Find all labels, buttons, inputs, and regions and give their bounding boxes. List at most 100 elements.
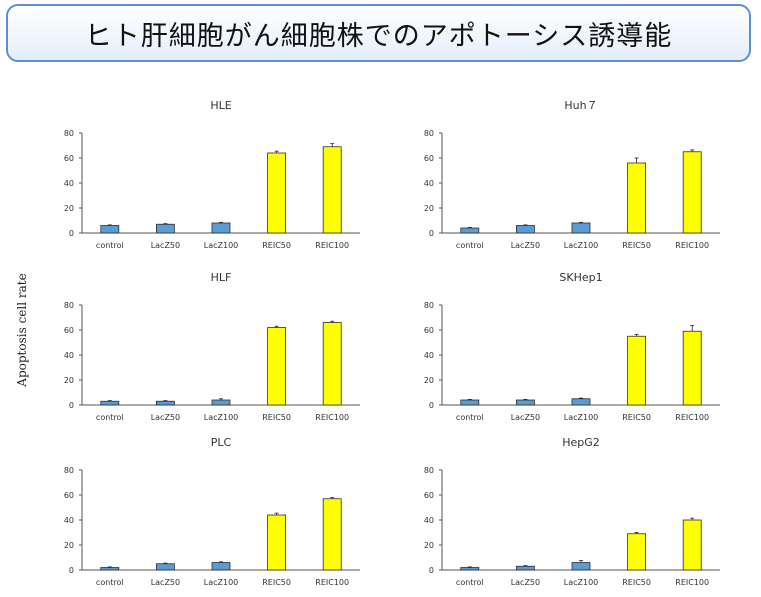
y-tick-label: 40 (64, 351, 74, 360)
x-category-label: LacZ100 (204, 578, 239, 587)
y-tick-label: 0 (69, 401, 74, 410)
chart-title: HLF (211, 271, 232, 284)
y-tick-label: 40 (64, 516, 74, 525)
y-tick-label: 80 (424, 466, 434, 475)
bar-reic50 (627, 533, 647, 571)
x-category-label: LacZ50 (151, 578, 180, 587)
x-category-label: REIC50 (622, 578, 651, 587)
x-category-label: REIC50 (262, 578, 291, 587)
x-category-label: LacZ50 (511, 578, 540, 587)
chart-hepg2: HepG2 0 20 40 60 80 control LacZ50 LacZ100 REIC50… (424, 436, 720, 587)
bar-control (460, 399, 480, 406)
x-category-label: REIC50 (262, 241, 291, 250)
bar-reic100 (322, 322, 342, 406)
bar-reic100 (682, 151, 702, 234)
y-tick-label: 80 (64, 466, 74, 475)
chart-hle: HLE 0 20 40 60 80 control LacZ50 LacZ100 REIC50 RE… (64, 99, 360, 250)
page-title: ヒト肝細胞がん細胞株でのアポトーシス誘導能 (84, 20, 673, 52)
chart-hlf: HLF 0 20 40 60 80 control LacZ50 LacZ100 REIC50 RE… (64, 271, 360, 422)
x-category-label: control (456, 578, 484, 587)
x-category-label: LacZ100 (204, 241, 239, 250)
bar-lacz50 (156, 563, 175, 571)
bar-lacz50 (156, 400, 175, 406)
chart-skhep1: SKHep1 0 20 40 60 80 control LacZ50 LacZ100 REIC5… (424, 271, 720, 422)
bar-lacz50 (156, 223, 175, 234)
bar-lacz100 (571, 398, 591, 406)
y-tick-label: 0 (429, 401, 434, 410)
x-category-label: REIC100 (315, 413, 349, 422)
y-tick-label: 60 (64, 491, 74, 500)
x-category-label: control (96, 578, 124, 587)
y-tick-label: 20 (424, 541, 434, 550)
x-category-label: LacZ50 (511, 241, 540, 250)
bar-reic50 (267, 327, 287, 406)
bar-lacz100 (571, 222, 591, 234)
y-tick-label: 0 (69, 566, 74, 575)
bar-lacz100 (211, 222, 231, 234)
bar-control (100, 567, 120, 571)
x-category-label: REIC100 (315, 578, 349, 587)
bar-lacz50 (516, 565, 535, 571)
y-tick-label: 80 (424, 301, 434, 310)
y-tick-label: 0 (429, 566, 434, 575)
bar-reic100 (322, 498, 342, 571)
y-tick-label: 60 (64, 326, 74, 335)
y-tick-label: 20 (424, 204, 434, 213)
bar-control (100, 400, 120, 406)
y-axis-label: Apoptosis cell rate (15, 273, 29, 387)
bar-reic50 (627, 335, 647, 406)
y-tick-label: 80 (64, 301, 74, 310)
y-tick-label: 40 (64, 179, 74, 188)
bar-reic100 (322, 146, 342, 234)
x-category-label: REIC50 (262, 413, 291, 422)
y-tick-label: 40 (424, 351, 434, 360)
y-tick-label: 0 (429, 229, 434, 238)
title-banner: ヒト肝細胞がん細胞株でのアポトーシス誘導能 (6, 4, 751, 62)
y-tick-label: 80 (64, 129, 74, 138)
x-category-label: control (96, 241, 124, 250)
x-category-label: REIC50 (622, 413, 651, 422)
chart-title: Huh７ (564, 99, 597, 112)
chart-plc: PLC 0 20 40 60 80 control LacZ50 LacZ100 REIC50 RE… (64, 436, 360, 587)
x-category-label: LacZ100 (564, 578, 599, 587)
x-category-label: REIC100 (675, 578, 709, 587)
x-category-label: control (96, 413, 124, 422)
chart-title: PLC (211, 436, 232, 449)
x-category-label: REIC50 (622, 241, 651, 250)
x-category-label: LacZ50 (511, 413, 540, 422)
y-tick-label: 60 (424, 491, 434, 500)
chart-huh7: Huh７ 0 20 40 60 80 control LacZ50 LacZ100 REIC50 R… (424, 99, 720, 250)
bar-reic100 (682, 330, 702, 406)
x-category-label: LacZ100 (204, 413, 239, 422)
y-tick-label: 60 (424, 326, 434, 335)
bar-control (100, 225, 120, 234)
y-tick-label: 0 (69, 229, 74, 238)
y-tick-label: 60 (64, 154, 74, 163)
bar-reic50 (267, 514, 287, 571)
bar-lacz50 (516, 399, 535, 406)
y-tick-label: 20 (64, 376, 74, 385)
y-tick-label: 20 (64, 204, 74, 213)
bar-reic100 (682, 519, 702, 571)
y-tick-label: 80 (424, 129, 434, 138)
bar-lacz100 (211, 399, 231, 406)
bar-control (460, 567, 480, 571)
y-tick-label: 40 (424, 179, 434, 188)
x-category-label: LacZ100 (564, 413, 599, 422)
bar-lacz50 (516, 225, 535, 234)
x-category-label: LacZ50 (151, 241, 180, 250)
x-category-label: LacZ50 (151, 413, 180, 422)
bar-lacz100 (571, 562, 591, 571)
x-category-label: control (456, 241, 484, 250)
chart-title: HepG2 (562, 436, 600, 449)
chart-title: HLE (210, 99, 231, 112)
bar-reic50 (627, 162, 647, 234)
bar-reic50 (267, 152, 287, 234)
bar-control (460, 227, 480, 234)
x-category-label: REIC100 (675, 241, 709, 250)
y-tick-label: 20 (424, 376, 434, 385)
x-category-label: REIC100 (315, 241, 349, 250)
y-tick-label: 20 (64, 541, 74, 550)
x-category-label: LacZ100 (564, 241, 599, 250)
x-category-label: REIC100 (675, 413, 709, 422)
